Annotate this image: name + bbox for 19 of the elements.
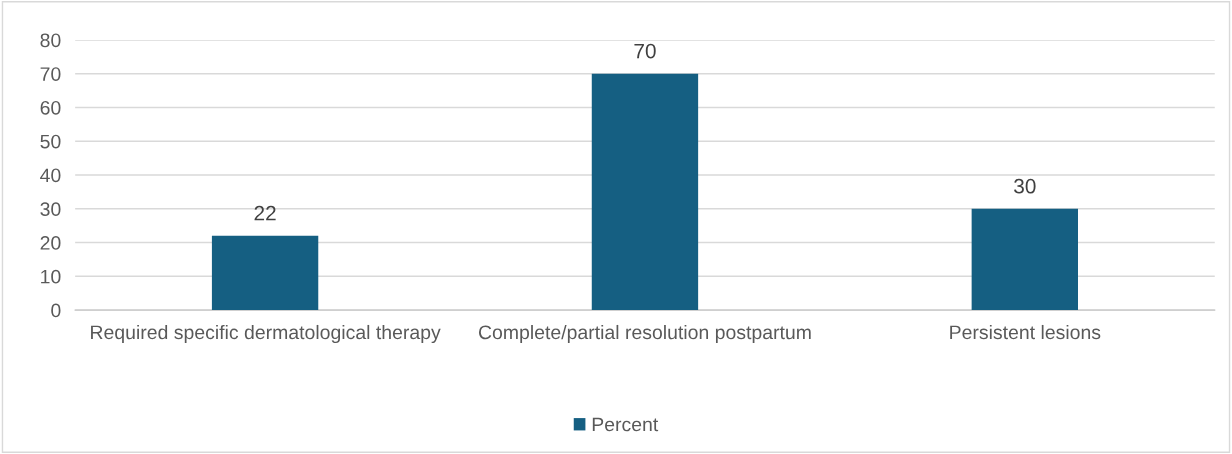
bar (591, 73, 699, 311)
y-tick-label: 0 (51, 303, 61, 318)
y-tick-label: 40 (40, 168, 61, 183)
x-tick-label: Persistent lesions (950, 324, 1101, 340)
data-label: 70 (634, 43, 656, 59)
legend-label: Percent (592, 417, 659, 432)
bar (211, 235, 319, 311)
data-label: 30 (1014, 178, 1036, 194)
y-tick-label: 60 (40, 100, 61, 115)
x-tick-label: Complete/partial resolution postpartum (478, 324, 811, 344)
y-tick-label: 70 (40, 67, 61, 81)
x-tick-label: Required specific dermatological therapy (91, 324, 441, 344)
y-tick-label: 80 (40, 33, 61, 48)
y-tick-label: 20 (40, 236, 61, 250)
y-tick-label: 30 (40, 202, 61, 217)
data-label: 22 (254, 205, 276, 221)
bar (971, 208, 1078, 311)
y-tick-label: 50 (40, 134, 61, 149)
y-tick-label: 10 (41, 269, 61, 284)
